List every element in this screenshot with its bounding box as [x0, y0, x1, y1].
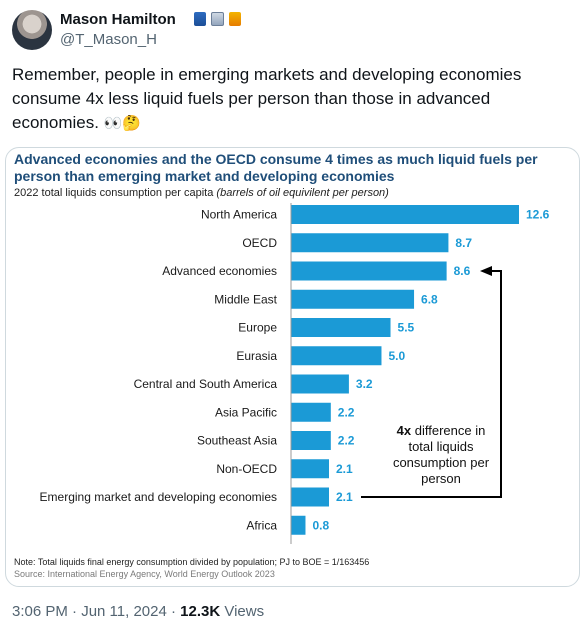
fuel-pump-icon [229, 12, 241, 26]
value-label: 2.1 [336, 490, 353, 504]
media-card[interactable]: Advanced economies and the OECD consume … [5, 147, 580, 587]
value-label: 12.6 [526, 208, 550, 222]
bar [291, 459, 329, 479]
chart-note: Note: Total liquids final energy consump… [14, 557, 370, 567]
value-label: 5.0 [388, 349, 405, 363]
chart-source: Source: International Energy Agency, Wor… [14, 569, 275, 579]
bar-chart: North America 12.6 OECD 8.7 Advanced economi… [40, 203, 550, 544]
arrow-head [480, 266, 492, 276]
bar [291, 233, 449, 253]
category-label: Asia Pacific [215, 405, 277, 419]
bar [291, 431, 331, 450]
chart-subtitle-plain: 2022 total liquids consumption per capit… [14, 187, 214, 199]
bar [291, 205, 519, 224]
bar [291, 289, 415, 309]
name-emojis [194, 11, 246, 29]
bar [291, 374, 349, 394]
bar-chart-icon [194, 12, 206, 26]
category-label: Europe [238, 321, 277, 335]
annotation-bold: 4x [396, 423, 412, 438]
chart-annotation: 4x difference in total liquids consumpti… [386, 423, 496, 487]
category-label: Non-OECD [216, 462, 277, 476]
value-label: 2.2 [338, 434, 355, 448]
value-label: 3.2 [356, 377, 373, 391]
chart-subtitle-italic: (barrels of oil equivilent per person) [216, 187, 389, 199]
chart-title: Advanced economies and the OECD consume … [14, 151, 538, 184]
stats-icon [211, 12, 224, 26]
category-label: OECD [242, 236, 277, 250]
tweet-body: Remember, people in emerging markets and… [12, 65, 522, 132]
chart-subtitle: 2022 total liquids consumption per capit… [14, 186, 389, 200]
annotation-text: difference in total liquids consumption … [392, 423, 490, 486]
value-label: 2.2 [338, 405, 355, 419]
category-label: Advanced economies [162, 264, 277, 278]
user-handle[interactable]: @T_Mason_H [60, 31, 157, 48]
tweet-text: Remember, people in emerging markets and… [12, 63, 572, 136]
category-label: Central and South America [134, 377, 278, 391]
bracket-arrow-line [361, 270, 502, 498]
tweet-time[interactable]: 3:06 PM · Jun 11, 2024 · [12, 603, 181, 620]
bar [291, 318, 391, 337]
value-label: 8.6 [454, 264, 471, 278]
value-label: 2.1 [336, 462, 353, 476]
avatar[interactable] [12, 10, 52, 50]
value-label: 6.8 [421, 292, 438, 306]
category-label: Africa [246, 518, 277, 532]
category-label: North America [201, 208, 277, 222]
value-label: 5.5 [398, 321, 415, 335]
bar [291, 261, 447, 281]
category-label: Eurasia [236, 349, 277, 363]
bar [291, 487, 329, 507]
tweet-header: Mason Hamilton @T_Mason_H [12, 8, 572, 54]
bar [291, 346, 382, 366]
category-label: Southeast Asia [197, 434, 277, 448]
bar [291, 515, 306, 535]
category-label: Middle East [214, 292, 277, 306]
views-count: 12.3K [180, 603, 221, 620]
value-label: 0.8 [312, 518, 329, 532]
value-label: 8.7 [455, 236, 472, 250]
category-label: Emerging market and developing economies [40, 490, 277, 504]
tweet-emoji: 👀🤔 [103, 115, 142, 132]
bar [291, 402, 331, 422]
tweet-meta: 3:06 PM · Jun 11, 2024 · 12.3K Views [12, 603, 264, 621]
views-label: Views [220, 603, 265, 620]
user-name[interactable]: Mason Hamilton [60, 11, 176, 28]
